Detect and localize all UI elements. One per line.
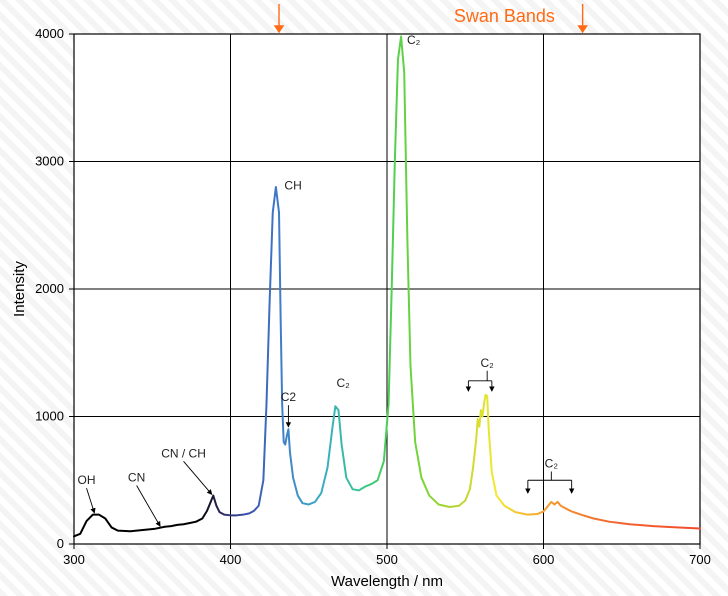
y-tick-label: 2000: [35, 281, 64, 296]
y-axis-title: Intensity: [11, 261, 28, 317]
peak-label: C₂: [407, 33, 421, 47]
peak-label: C₂: [337, 376, 351, 390]
chart-svg: 300 400 500 600 700 0 1000 2000 3000 4000 Waveleng…: [0, 0, 728, 596]
swan-bands-annotation: Swan Bands: [275, 4, 587, 32]
x-axis-title: Wavelength / nm: [331, 573, 443, 590]
y-tick-label: 1000: [35, 409, 64, 424]
x-tick-label: 700: [689, 552, 711, 567]
peak-label: CN / CH: [161, 446, 206, 460]
x-tick-label: 300: [63, 552, 85, 567]
y-tick-label: 4000: [35, 26, 64, 41]
y-tick-label: 3000: [35, 154, 64, 169]
x-tick-label: 600: [533, 552, 555, 567]
y-tick-label: 0: [57, 536, 64, 551]
peak-label: C₂: [480, 356, 494, 370]
spectrum-chart: 300 400 500 600 700 0 1000 2000 3000 4000 Waveleng…: [0, 0, 728, 596]
x-tick-label: 500: [376, 552, 398, 567]
x-tick-label: 400: [220, 552, 242, 567]
peak-label: OH: [78, 473, 96, 487]
peak-label: C₂: [545, 457, 559, 471]
peak-label: CN: [128, 471, 145, 485]
peak-label: C2: [281, 390, 297, 404]
swan-bands-label: Swan Bands: [454, 6, 555, 26]
peak-label: CH: [284, 179, 301, 193]
